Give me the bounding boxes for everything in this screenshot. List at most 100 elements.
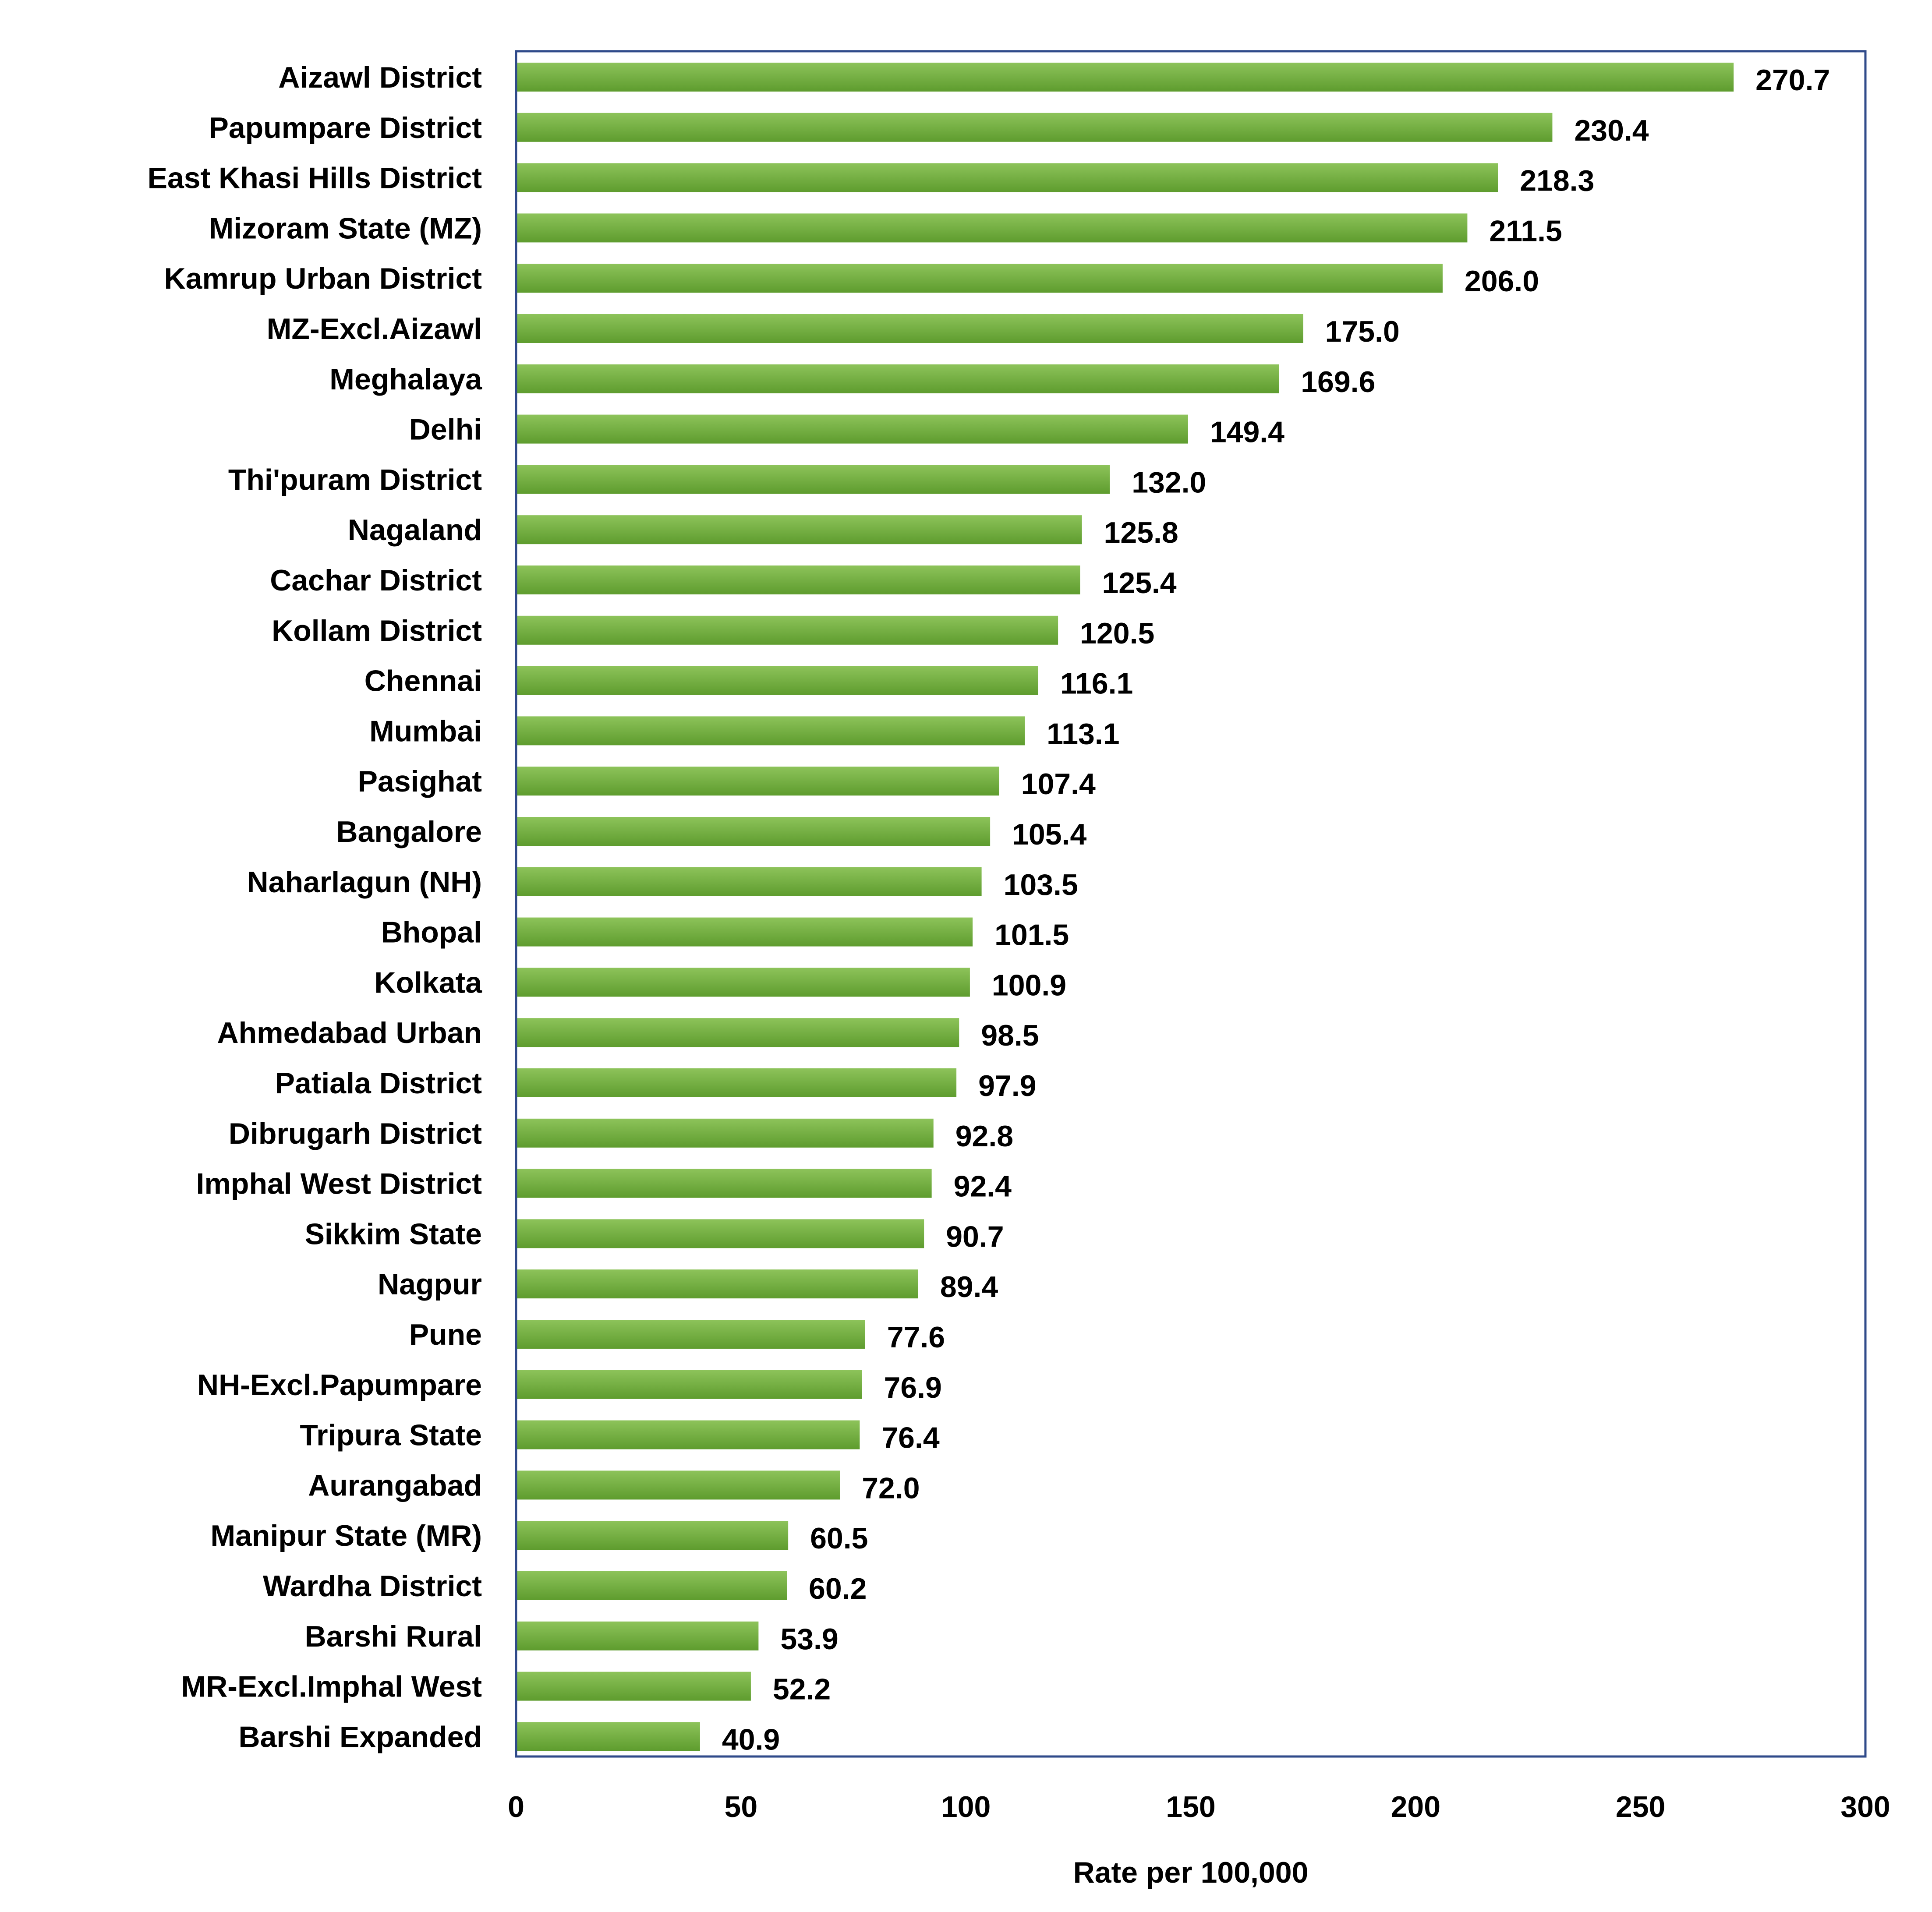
data-label: 100.9 <box>992 968 1066 1002</box>
category-label: Pune <box>409 1318 482 1351</box>
data-label: 97.9 <box>978 1069 1036 1103</box>
category-label: Thi'puram District <box>228 463 482 496</box>
bar <box>516 1420 860 1449</box>
x-tick-label: 200 <box>1391 1790 1440 1824</box>
data-label: 149.4 <box>1210 416 1284 449</box>
category-label: Mizoram State (MZ) <box>209 212 482 245</box>
x-tick-label: 300 <box>1840 1790 1890 1824</box>
data-label: 60.5 <box>810 1522 868 1555</box>
data-label: 113.1 <box>1047 717 1119 750</box>
data-label: 90.7 <box>946 1220 1004 1253</box>
bar <box>516 615 1058 645</box>
data-label: 72.0 <box>862 1471 920 1505</box>
bar <box>516 565 1080 594</box>
category-label: MR-Excl.Imphal West <box>181 1670 482 1703</box>
data-label: 175.0 <box>1325 315 1400 348</box>
category-label: Aizawl District <box>278 61 482 94</box>
category-label: NH-Excl.Papumpare <box>197 1368 482 1402</box>
data-label: 105.4 <box>1012 818 1086 851</box>
x-axis-tick-labels: 0 50 100 150 200 250 300 <box>508 1790 1890 1824</box>
data-label: 101.5 <box>994 919 1069 952</box>
bar <box>516 364 1279 393</box>
category-label: Imphal West District <box>196 1167 482 1201</box>
data-label: 125.8 <box>1104 516 1178 549</box>
bar <box>516 1068 957 1097</box>
bar <box>516 1219 924 1248</box>
x-axis-title: Rate per 100,000 <box>1073 1856 1309 1889</box>
x-tick-label: 50 <box>725 1790 758 1824</box>
data-label: 132.0 <box>1132 466 1206 499</box>
data-label: 116.1 <box>1060 667 1133 700</box>
plot-area-frame <box>515 50 1867 1758</box>
category-label: Wardha District <box>263 1569 482 1603</box>
data-label: 169.6 <box>1301 365 1375 399</box>
data-label: 211.5 <box>1489 214 1562 247</box>
bar <box>516 1521 789 1550</box>
bar <box>516 1169 932 1198</box>
category-label: Manipur State (MR) <box>210 1519 482 1552</box>
bar <box>516 414 1188 444</box>
category-label: Barshi Expanded <box>239 1720 482 1753</box>
category-label: Pasighat <box>358 765 482 798</box>
category-label: Kollam District <box>272 614 482 647</box>
category-label: Mumbai <box>369 714 482 748</box>
bar <box>516 314 1303 343</box>
x-tick-label: 100 <box>941 1790 991 1824</box>
data-label: 218.3 <box>1520 164 1594 198</box>
data-label: 76.4 <box>881 1421 940 1455</box>
bar <box>516 867 982 896</box>
bar <box>516 1470 840 1500</box>
bar <box>516 666 1038 695</box>
bar <box>516 1269 918 1299</box>
category-label: Nagpur <box>378 1268 482 1301</box>
data-label: 77.6 <box>887 1321 945 1354</box>
category-label: Ahmedabad Urban <box>217 1016 482 1050</box>
data-label: 53.9 <box>780 1622 838 1656</box>
category-label: Tripura State <box>300 1419 482 1452</box>
category-label: Barshi Rural <box>305 1620 482 1653</box>
category-label: Delhi <box>409 413 482 446</box>
category-label: Dibrugarh District <box>229 1117 482 1150</box>
data-label: 92.8 <box>955 1120 1013 1153</box>
category-label: Bangalore <box>336 815 482 848</box>
category-label: Aurangabad <box>308 1469 482 1502</box>
data-label: 60.2 <box>809 1572 867 1605</box>
bar <box>516 465 1110 494</box>
x-tick-label: 0 <box>508 1790 524 1824</box>
bar <box>516 1018 959 1047</box>
category-label: Bhopal <box>381 916 482 949</box>
category-label: Kamrup Urban District <box>164 262 482 295</box>
bar <box>516 1320 865 1349</box>
data-label: 98.5 <box>981 1019 1039 1052</box>
bar <box>516 1118 934 1148</box>
data-label: 270.7 <box>1755 64 1830 97</box>
category-label: Nagaland <box>348 513 482 547</box>
category-label: East Khasi Hills District <box>148 162 482 195</box>
bar <box>516 264 1443 293</box>
bar <box>516 817 991 846</box>
x-tick-label: 250 <box>1616 1790 1665 1824</box>
category-label: Kolkata <box>374 966 482 999</box>
bar <box>516 1672 751 1701</box>
bar <box>516 113 1553 142</box>
data-label: 76.9 <box>884 1371 942 1404</box>
data-label: 92.4 <box>954 1170 1012 1203</box>
bar <box>516 163 1498 192</box>
bar-series <box>516 63 1734 1751</box>
data-label: 52.2 <box>773 1673 831 1706</box>
category-label: Patiala District <box>275 1067 482 1100</box>
data-label: 40.9 <box>722 1723 780 1756</box>
bar <box>516 63 1734 92</box>
bar <box>516 917 973 947</box>
bar <box>516 1370 862 1399</box>
category-label: Papumpare District <box>209 111 482 145</box>
x-tick-label: 150 <box>1166 1790 1215 1824</box>
data-label: 103.5 <box>1004 868 1078 901</box>
data-label: 206.0 <box>1465 265 1539 298</box>
bar <box>516 1722 700 1751</box>
data-label: 230.4 <box>1574 114 1649 147</box>
bar <box>516 767 999 796</box>
bar <box>516 1571 787 1600</box>
